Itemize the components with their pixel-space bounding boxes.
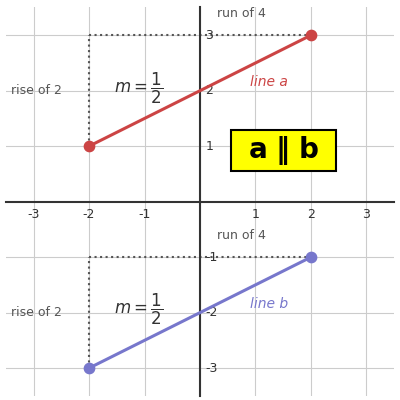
Text: 1: 1 xyxy=(252,208,260,221)
Point xyxy=(86,365,92,371)
Text: 3: 3 xyxy=(362,208,370,221)
Text: -1: -1 xyxy=(138,208,151,221)
Text: 3: 3 xyxy=(206,29,214,42)
FancyBboxPatch shape xyxy=(230,130,336,171)
Text: -2: -2 xyxy=(206,306,218,319)
Text: rise of 2: rise of 2 xyxy=(11,84,62,97)
Text: $m = \dfrac{1}{2}$: $m = \dfrac{1}{2}$ xyxy=(114,70,163,106)
Point xyxy=(86,143,92,149)
Text: $m = \dfrac{1}{2}$: $m = \dfrac{1}{2}$ xyxy=(114,292,163,328)
Text: 2: 2 xyxy=(307,208,315,221)
Text: 2: 2 xyxy=(206,84,214,97)
Text: run of 4: run of 4 xyxy=(217,229,266,242)
Text: $\mathbf{a}\ \boldsymbol{\|}\ \mathbf{b}$: $\mathbf{a}\ \boldsymbol{\|}\ \mathbf{b}… xyxy=(248,134,319,167)
Point xyxy=(308,254,314,260)
Text: rise of 2: rise of 2 xyxy=(11,306,62,319)
Text: -1: -1 xyxy=(206,251,218,264)
Text: line b: line b xyxy=(250,297,288,311)
Point xyxy=(308,32,314,38)
Text: -3: -3 xyxy=(27,208,40,221)
Text: 1: 1 xyxy=(206,140,214,153)
Text: -2: -2 xyxy=(83,208,95,221)
Text: -3: -3 xyxy=(206,362,218,374)
Text: run of 4: run of 4 xyxy=(217,7,266,20)
Text: line a: line a xyxy=(250,75,288,89)
